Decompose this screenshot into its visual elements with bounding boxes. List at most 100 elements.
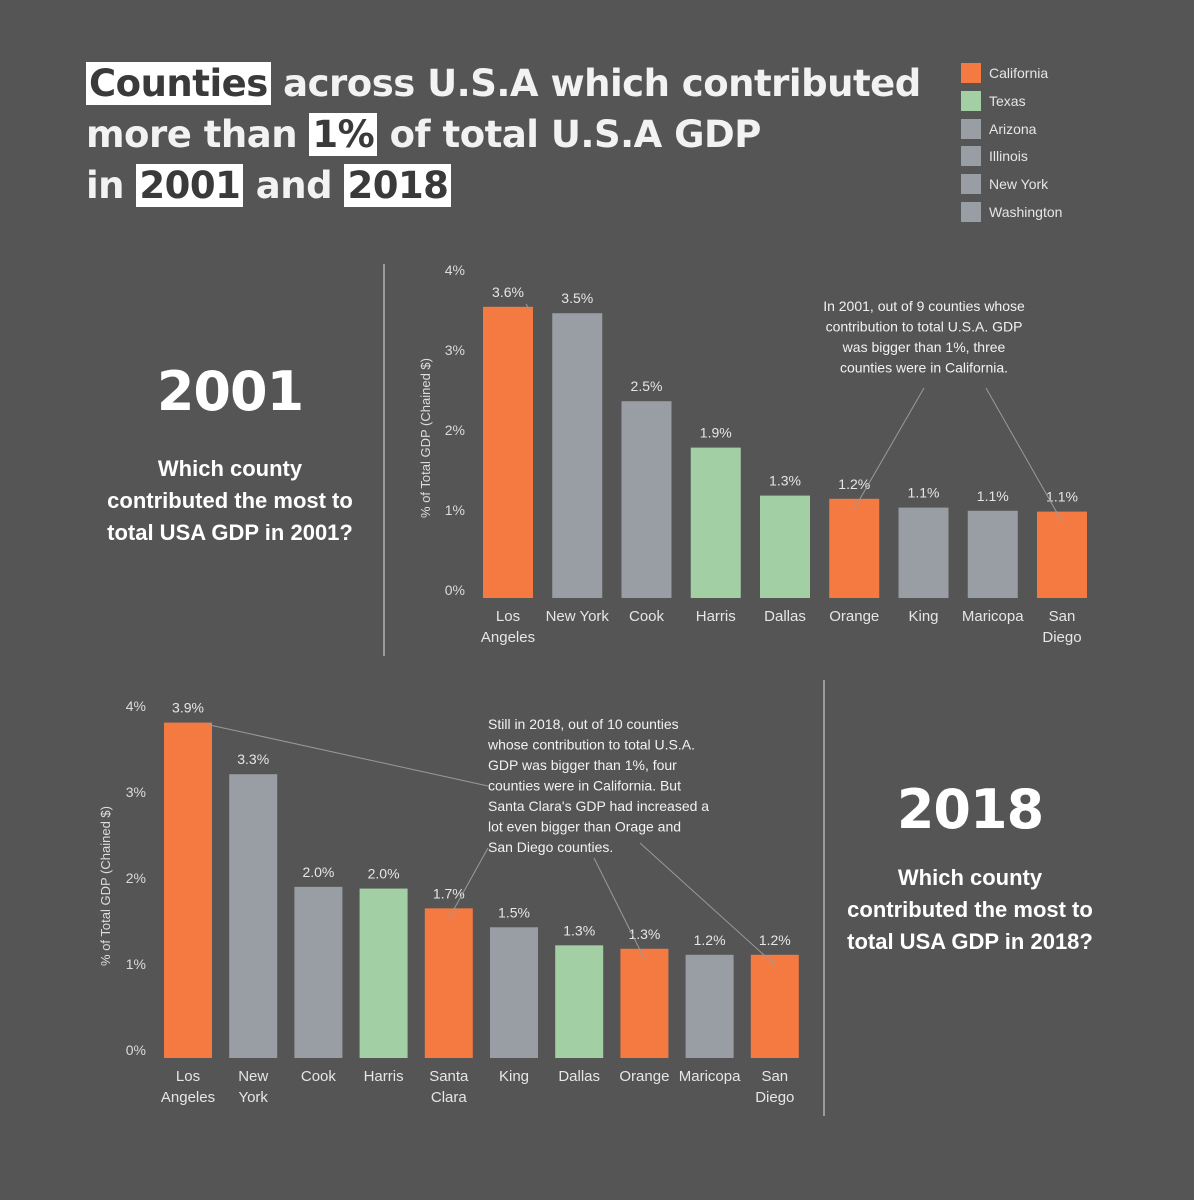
y-tick-label: 3% (126, 784, 146, 800)
category-label: Los (176, 1068, 200, 1085)
category-label: King (499, 1068, 529, 1085)
title-segment: more than (86, 113, 310, 156)
category-label: New (238, 1068, 268, 1085)
title-line-2: more than 1% of total U.S.A GDP (86, 109, 926, 160)
legend-item-new-york: New York (961, 174, 1062, 195)
bar-value-label: 1.7% (433, 885, 465, 901)
bar-value-label: 3.6% (492, 284, 524, 300)
category-label: Diego (755, 1089, 794, 1106)
legend-label: Arizona (989, 120, 1037, 137)
legend-swatch (961, 174, 981, 195)
y-tick-label: 2% (126, 870, 146, 886)
annotation-line: contribution to total U.S.A. GDP (826, 319, 1023, 335)
category-label: Santa (429, 1068, 469, 1085)
y-axis-label: % of Total GDP (Chained $) (418, 358, 433, 518)
infographic-title: Counties across U.S.A which contributed … (86, 58, 926, 211)
category-label: Clara (431, 1089, 468, 1106)
bar-value-label: 1.2% (759, 932, 791, 948)
bar (829, 498, 880, 598)
category-label: Los (496, 608, 520, 625)
divider-2001 (383, 264, 385, 656)
legend-item-washington: Washington (961, 201, 1063, 222)
legend-label: Illinois (989, 148, 1028, 165)
category-label: Cook (629, 608, 665, 625)
bar (555, 945, 604, 1058)
question-2001: Which county contributed the most to tot… (107, 456, 353, 545)
legend-swatch (961, 201, 981, 222)
annotation-line: Still in 2018, out of 10 counties (488, 716, 679, 732)
title-segment: 2018 (344, 164, 452, 207)
category-label: Dallas (558, 1068, 600, 1085)
bar-value-label: 1.3% (628, 926, 660, 942)
title-segment: across U.S.A which contributed (270, 62, 921, 105)
bar (229, 774, 278, 1058)
annotation-line: was bigger than 1%, three (842, 339, 1006, 355)
title-segment: 2001 (136, 164, 244, 207)
title-line-1: Counties across U.S.A which contributed (86, 58, 926, 109)
legend-swatch (961, 118, 981, 139)
bar (490, 927, 538, 1058)
annotation-line: counties were in California. (840, 360, 1008, 376)
bar-value-label: 2.0% (302, 864, 334, 880)
title-segment: Counties (86, 62, 271, 105)
category-label: Harris (364, 1068, 404, 1085)
legend-swatch (961, 146, 981, 167)
state-legend: California Texas Arizona Illinois New York Wa… (961, 63, 1062, 230)
bar (359, 888, 408, 1058)
category-label: Angeles (481, 629, 535, 646)
year-2001-heading: 2001 (156, 360, 304, 423)
bar-value-label: 1.3% (769, 473, 801, 489)
y-axis-label: % of Total GDP (Chained $) (98, 806, 113, 966)
y-tick-label: 2% (445, 422, 465, 438)
bar (760, 495, 810, 598)
bar (424, 908, 473, 1058)
category-label: San (1049, 608, 1076, 625)
category-label: York (238, 1089, 268, 1106)
legend-item-illinois: Illinois (961, 146, 1062, 167)
category-label: Angeles (161, 1089, 215, 1106)
category-label: Diego (1042, 629, 1081, 646)
y-tick-label: 4% (445, 262, 465, 278)
divider-2018 (823, 680, 825, 1116)
annotation-connector (207, 724, 489, 787)
question-2018: Which county contributed the most to tot… (847, 865, 1093, 954)
category-label: Orange (829, 608, 879, 625)
category-label: Cook (301, 1068, 337, 1085)
legend-item-california: California (961, 63, 1062, 83)
bar (685, 954, 734, 1058)
bar-value-label: 3.3% (237, 751, 269, 767)
legend-label: New York (989, 176, 1049, 193)
category-label: King (908, 608, 938, 625)
title-segment: of total U.S.A GDP (377, 113, 762, 156)
annotation-line: counties were in California. But (488, 778, 681, 794)
bar (967, 510, 1018, 598)
annotation-line: Santa Clara's GDP had increased a (488, 798, 709, 814)
bar (552, 313, 603, 598)
bar (294, 886, 343, 1058)
bar (750, 954, 799, 1058)
annotation-connector (593, 857, 645, 960)
title-line-3: in 2001 and 2018 (86, 160, 926, 211)
category-label: Harris (696, 608, 736, 625)
y-tick-label: 0% (445, 582, 465, 598)
legend-item-arizona: Arizona (961, 118, 1062, 139)
annotation-line: lot even bigger than Orage and (488, 819, 681, 835)
y-tick-label: 1% (126, 956, 146, 972)
y-tick-label: 0% (126, 1042, 146, 1058)
bar (164, 722, 212, 1058)
bar (620, 948, 669, 1058)
legend-label: Texas (989, 92, 1026, 109)
legend-label: Washington (989, 203, 1063, 220)
bar-value-label: 3.5% (561, 290, 593, 306)
bar-value-label: 1.1% (1046, 489, 1078, 505)
category-label: New York (546, 608, 610, 625)
legend-item-texas: Texas (961, 90, 1062, 111)
annotation-line: San Diego counties. (488, 839, 613, 855)
category-label: Dallas (764, 608, 806, 625)
y-tick-label: 3% (445, 342, 465, 358)
annotation-line: whose contribution to total U.S.A. (487, 737, 695, 753)
bar (483, 306, 533, 598)
annotation-connector (525, 303, 530, 310)
bar (621, 401, 672, 598)
annotation-connector (448, 847, 489, 919)
